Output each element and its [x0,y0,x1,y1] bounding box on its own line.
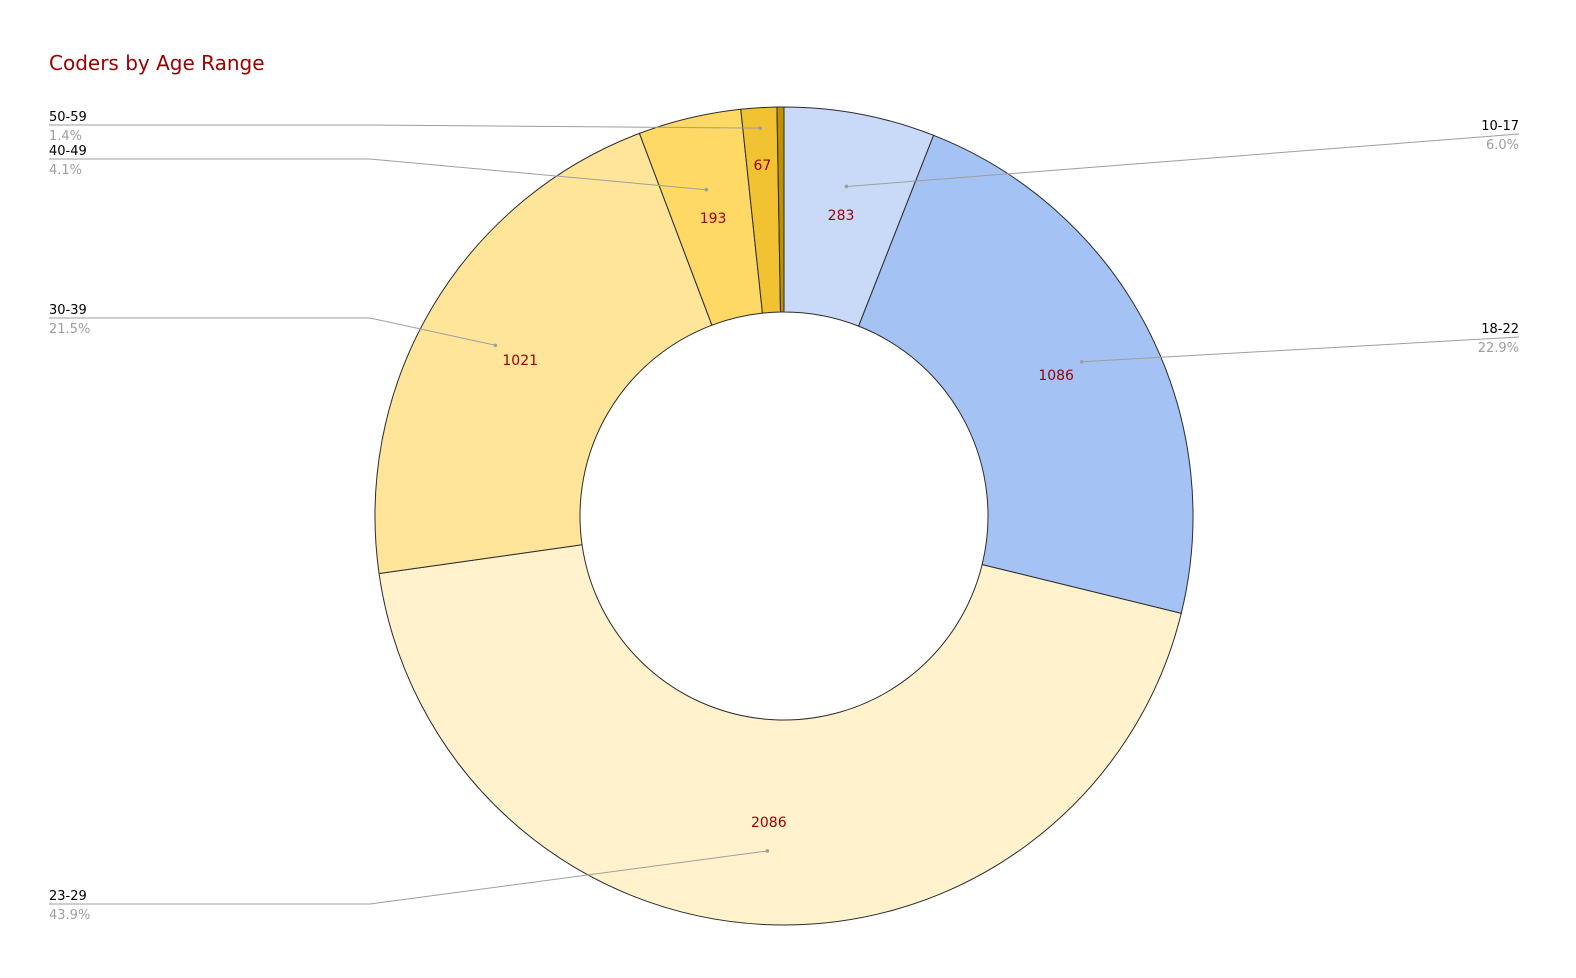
legend-percent-10-17: 6.0% [1486,138,1519,153]
legend-name-40-49: 40-49 [49,144,87,159]
leader-line-18-22 [1081,336,1520,363]
slice-23-29[interactable] [378,544,1182,926]
leader-lines [49,124,1520,905]
value-label-18-22: 1086 [1038,368,1074,384]
slice-other-6[interactable] [776,106,785,313]
value-label-50-59: 67 [753,158,771,174]
value-label-23-29: 2086 [751,815,787,831]
legend-percent-40-49: 4.1% [49,163,82,178]
leader-line-23-29 [49,850,768,905]
legend-name-50-59: 50-59 [49,110,87,125]
value-label-10-17: 283 [828,208,855,224]
slice-30-39[interactable] [374,132,713,575]
legend-name-18-22: 18-22 [1481,322,1519,337]
leader-line-10-17 [846,133,1520,187]
legend-labels: 10-17 6.0% 18-22 22.9% 23-29 43.9% 30-39 21.5% 4… [49,110,1519,923]
slice-18-22[interactable] [857,134,1194,615]
leader-dot-18-22 [1079,359,1084,364]
chart-title: Coders by Age Range [49,51,265,75]
legend-name-10-17: 10-17 [1481,119,1519,134]
donut-slices [374,106,1194,926]
legend-percent-23-29: 43.9% [49,908,90,923]
value-labels: 283 1086 2086 1021 193 67 [502,158,1074,831]
legend-percent-30-39: 21.5% [49,322,90,337]
leader-line-30-39 [49,317,496,346]
legend-name-30-39: 30-39 [49,303,87,318]
legend-percent-18-22: 22.9% [1478,341,1519,356]
leader-dot-30-39 [493,343,498,348]
legend-name-23-29: 23-29 [49,889,87,904]
leader-line-40-49 [49,158,707,191]
value-label-30-39: 1021 [502,353,538,369]
value-label-40-49: 193 [700,211,727,227]
legend-percent-50-59: 1.4% [49,129,82,144]
leader-line-50-59 [49,124,761,129]
